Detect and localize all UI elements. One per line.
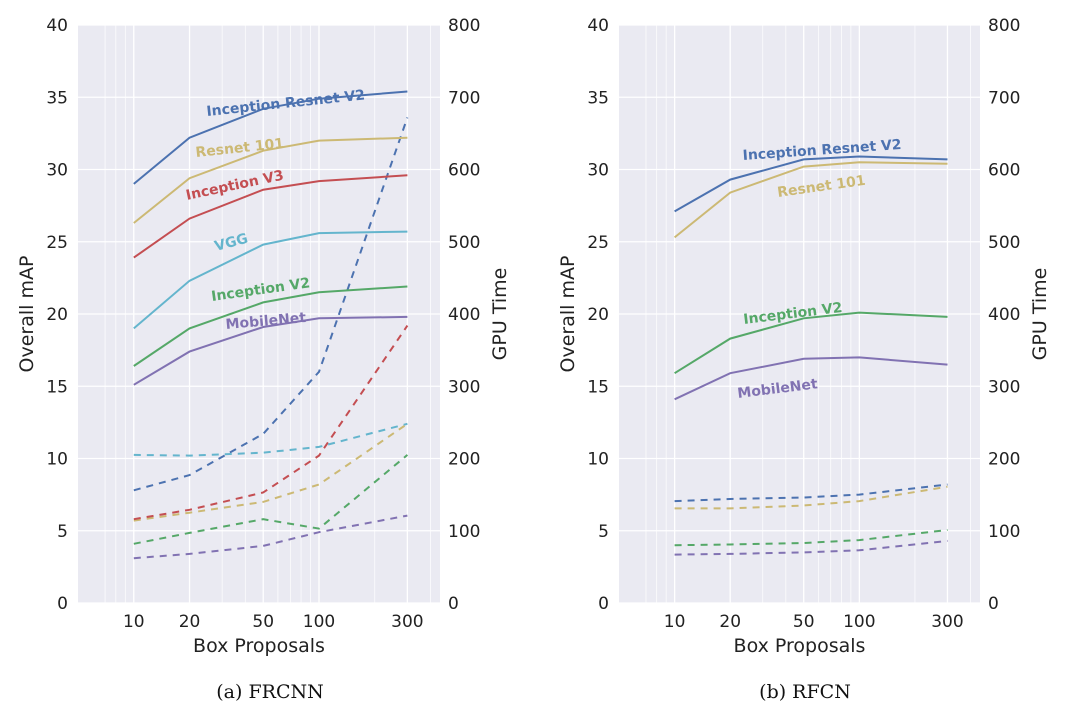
x-tick-label: 300: [391, 612, 423, 632]
map-line: [133, 230, 408, 330]
y-tick-label: 40: [587, 16, 609, 36]
y2-tick-label: 300: [448, 377, 480, 397]
y2-tick-label: 200: [988, 450, 1020, 470]
y2-tick-label: 100: [448, 522, 480, 542]
y2-tick-label: 0: [448, 594, 459, 614]
y-tick-label: 15: [46, 377, 68, 397]
y-axis-title: Overall mAP: [16, 256, 38, 373]
x-axis-title: Box Proposals: [734, 635, 866, 657]
y-tick-label: 30: [587, 161, 609, 181]
x-tick-label: 300: [931, 612, 963, 632]
y-tick-label: 0: [57, 594, 68, 614]
y2-tick-label: 700: [448, 88, 480, 108]
y-tick-label: 25: [46, 233, 68, 253]
gpu-time-line: [133, 454, 409, 545]
y-axis-title: Overall mAP: [557, 256, 579, 373]
map-line: [673, 161, 948, 239]
y2-tick-label: 0: [988, 594, 999, 614]
map-line: [674, 311, 948, 375]
gpu-time-line: [674, 539, 948, 556]
y2-tick-label: 800: [988, 16, 1020, 36]
x-tick-label: 50: [793, 612, 815, 632]
y-tick-label: 20: [587, 305, 609, 325]
y-tick-label: 10: [587, 450, 609, 470]
series-label: MobileNet: [225, 310, 307, 333]
map-line: [133, 285, 408, 367]
y-tick-label: 0: [598, 594, 609, 614]
x-tick-label: 10: [123, 612, 145, 632]
y-tick-label: 35: [587, 88, 609, 108]
y2-tick-label: 800: [448, 16, 480, 36]
gpu-time-line: [674, 485, 948, 510]
y2-tick-label: 500: [448, 233, 480, 253]
y-tick-label: 25: [587, 233, 609, 253]
y-tick-label: 20: [46, 305, 68, 325]
gpu-time-line: [674, 483, 948, 503]
y2-tick-label: 600: [448, 161, 480, 181]
y2-axis-title: GPU Time: [489, 268, 511, 361]
y-tick-label: 30: [46, 161, 68, 181]
map-line: [133, 90, 408, 185]
y-tick-label: 5: [598, 522, 609, 542]
gpu-time-line: [133, 325, 409, 521]
y2-tick-label: 200: [448, 450, 480, 470]
map-line: [133, 315, 408, 386]
map-line: [674, 356, 948, 401]
y2-tick-label: 700: [988, 88, 1020, 108]
panel-caption: (b) RFCN: [759, 681, 851, 703]
y2-tick-label: 400: [448, 305, 480, 325]
y-tick-label: 35: [46, 88, 68, 108]
gpu-time-line: [674, 529, 948, 547]
y-tick-label: 5: [57, 522, 68, 542]
x-tick-label: 100: [303, 612, 335, 632]
panel-caption: (a) FRCNN: [216, 681, 323, 703]
map-line: [674, 155, 948, 213]
y2-tick-label: 400: [988, 305, 1020, 325]
map-line: [133, 136, 408, 224]
y2-tick-label: 500: [988, 233, 1020, 253]
series-mobilenet: MobileNet: [133, 310, 408, 560]
x-tick-label: 50: [252, 612, 274, 632]
y2-axis-title: GPU Time: [1029, 268, 1051, 361]
x-tick-label: 20: [719, 612, 741, 632]
x-tick-label: 20: [179, 612, 201, 632]
x-axis-title: Box Proposals: [193, 635, 325, 657]
gpu-time-line: [133, 422, 408, 522]
gpu-time-line: [133, 117, 409, 492]
y2-tick-label: 600: [988, 161, 1020, 181]
grid: [78, 24, 440, 604]
x-tick-label: 100: [843, 612, 875, 632]
y-tick-label: 40: [46, 16, 68, 36]
y2-tick-label: 100: [988, 522, 1020, 542]
y-tick-label: 10: [46, 450, 68, 470]
x-tick-label: 10: [664, 612, 686, 632]
map-line: [133, 174, 408, 259]
y-tick-label: 15: [587, 377, 609, 397]
y2-tick-label: 300: [988, 377, 1020, 397]
